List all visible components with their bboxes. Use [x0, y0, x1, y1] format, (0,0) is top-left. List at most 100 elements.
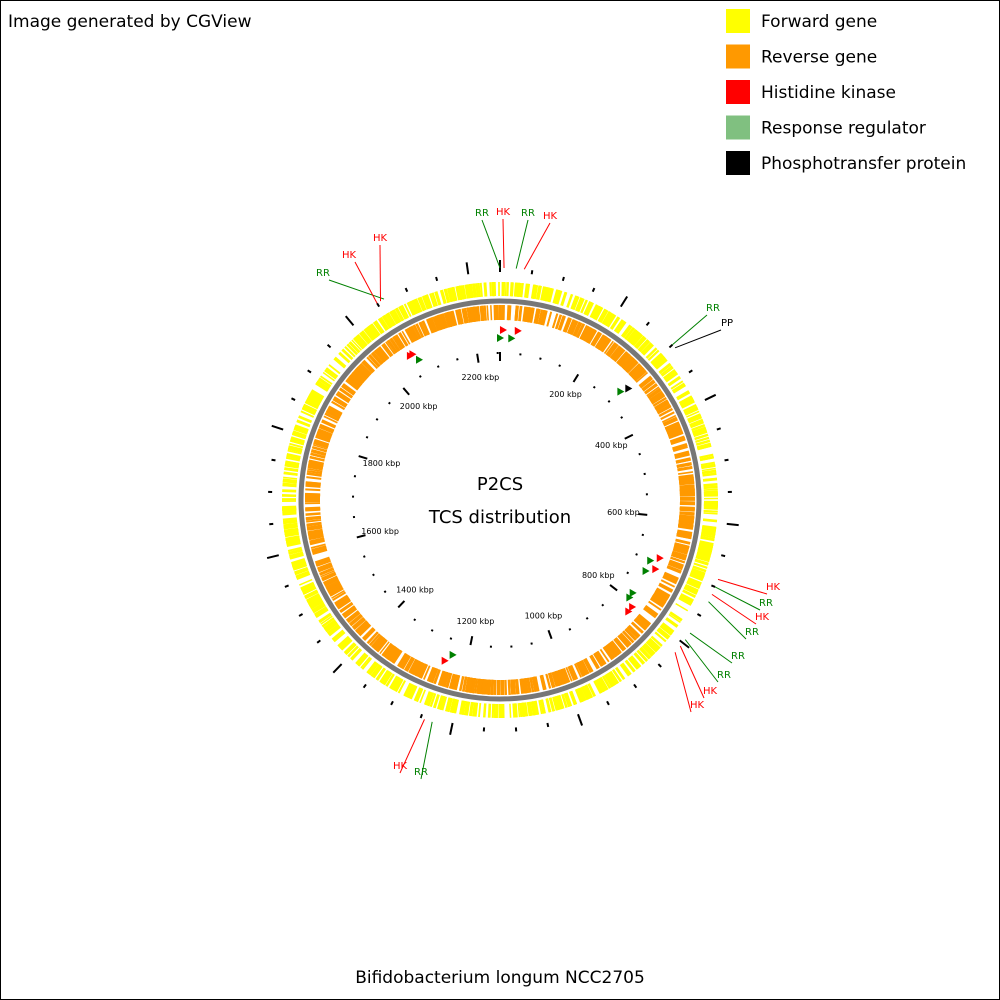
- reverse-gene: [581, 659, 590, 675]
- reverse-gene: [335, 393, 350, 404]
- reverse-gene: [410, 325, 420, 341]
- reverse-gene: [676, 462, 692, 467]
- forward-gene: [592, 305, 602, 320]
- forward-gene: [631, 333, 644, 347]
- forward-gene: [622, 325, 633, 339]
- reverse-gene: [594, 334, 605, 349]
- forward-gene: [692, 565, 707, 573]
- forward-gene: [524, 283, 528, 298]
- forward-gene: [385, 313, 395, 327]
- reverse-gene: [318, 425, 334, 434]
- feature-label: PP: [721, 318, 733, 329]
- reverse-gene: [379, 641, 390, 655]
- reverse-gene: [398, 332, 408, 347]
- feature-arrow: [629, 602, 637, 611]
- forward-gene: [673, 384, 686, 394]
- reverse-gene: [620, 355, 633, 369]
- reverse-gene: [667, 429, 683, 438]
- forward-gene: [660, 365, 673, 376]
- forward-gene: [692, 426, 706, 433]
- forward-gene: [282, 510, 297, 514]
- reverse-gene: [317, 564, 333, 573]
- reverse-gene: [324, 412, 339, 421]
- reverse-gene: [394, 334, 406, 349]
- outer-tick: [711, 584, 716, 588]
- inner-tick: [383, 590, 387, 594]
- forward-gene: [698, 546, 713, 553]
- forward-gene: [419, 296, 427, 311]
- reverse-gene: [660, 579, 676, 588]
- outer-tick: [619, 295, 629, 308]
- footer-title: Bifidobacterium longum NCC2705: [355, 968, 645, 988]
- forward-gene: [287, 447, 302, 453]
- forward-gene: [487, 703, 492, 718]
- forward-gene: [697, 443, 712, 450]
- feature-label: HK: [393, 761, 408, 772]
- forward-gene: [703, 512, 718, 515]
- reverse-gene: [631, 621, 644, 634]
- forward-gene: [363, 328, 374, 341]
- reverse-gene: [328, 586, 344, 597]
- forward-gene: [334, 356, 347, 368]
- feature-label: RR: [731, 651, 745, 662]
- forward-gene: [583, 301, 591, 315]
- reverse-gene: [512, 679, 516, 695]
- reverse-gene: [644, 605, 659, 617]
- forward-gene: [282, 511, 297, 514]
- forward-gene: [513, 703, 518, 718]
- outer-tick: [332, 663, 343, 674]
- forward-gene: [701, 529, 716, 535]
- reverse-gene: [631, 366, 645, 379]
- legend-label: Reverse gene: [761, 48, 877, 68]
- forward-gene: [295, 571, 310, 579]
- forward-gene: [292, 432, 307, 439]
- forward-gene: [594, 306, 604, 321]
- forward-gene: [317, 378, 331, 388]
- outer-tick: [419, 713, 423, 719]
- forward-gene: [696, 442, 711, 449]
- reverse-gene: [374, 349, 386, 363]
- forward-gene: [598, 677, 609, 691]
- inner-tick: [449, 637, 453, 640]
- reverse-gene: [333, 396, 348, 406]
- reverse-gene: [445, 672, 452, 688]
- forward-gene: [367, 325, 378, 339]
- reverse-gene: [664, 421, 680, 431]
- reverse-gene: [506, 305, 510, 321]
- reverse-gene: [341, 385, 355, 396]
- forward-gene: [555, 290, 562, 305]
- reverse-gene: [565, 667, 573, 682]
- forward-gene: [385, 673, 395, 687]
- reverse-gene: [314, 556, 331, 565]
- outer-tick: [591, 287, 596, 293]
- reverse-gene: [305, 515, 321, 520]
- forward-gene: [531, 284, 537, 299]
- reverse-gene: [557, 315, 565, 331]
- forward-gene: [405, 683, 414, 698]
- reverse-gene: [628, 363, 641, 376]
- reverse-gene: [674, 450, 690, 456]
- reverse-gene: [658, 582, 674, 592]
- reverse-gene: [387, 340, 397, 354]
- forward-gene: [285, 456, 301, 462]
- forward-gene: [338, 351, 351, 364]
- forward-gene: [665, 618, 678, 628]
- tick-label: 1400 kbp: [396, 586, 434, 595]
- forward-gene: [373, 321, 383, 335]
- forward-gene: [684, 407, 699, 416]
- outer-tick: [376, 302, 381, 308]
- forward-gene: [587, 683, 596, 697]
- reverse-gene: [638, 375, 653, 388]
- forward-gene: [691, 424, 706, 432]
- reverse-gene: [646, 386, 660, 397]
- inner-tick: [626, 571, 630, 575]
- inner-tick: [624, 433, 634, 440]
- forward-gene: [628, 330, 639, 343]
- reverse-gene: [404, 656, 413, 671]
- forward-gene: [645, 640, 658, 653]
- reverse-gene: [595, 334, 606, 349]
- reverse-gene: [328, 585, 343, 595]
- reverse-gene: [405, 657, 416, 672]
- forward-gene: [703, 488, 718, 492]
- forward-gene: [298, 578, 313, 586]
